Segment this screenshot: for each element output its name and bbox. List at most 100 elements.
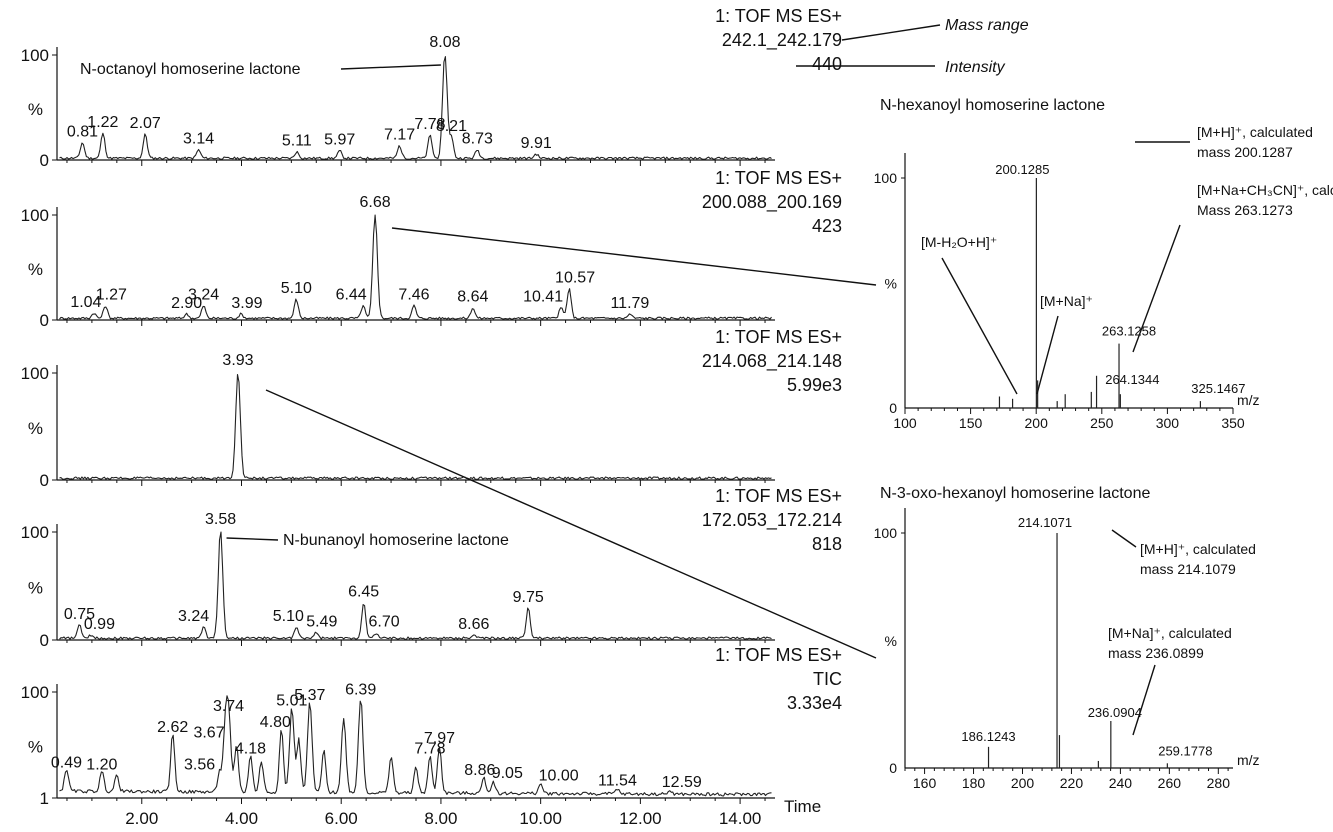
peak-label: 2.62 — [157, 719, 188, 736]
x-tick-label: 6.00 — [325, 809, 358, 828]
peak-label: 11.79 — [610, 295, 649, 312]
peak-label: 5.49 — [306, 614, 337, 631]
y-tick-label: 0 — [889, 400, 897, 416]
peak-label: 6.68 — [360, 194, 391, 211]
annotation-leader-line — [1132, 664, 1156, 736]
y-tick-label: 0 — [40, 471, 49, 490]
peak-label: 325.1467 — [1191, 381, 1245, 396]
peak-label: 5.37 — [294, 687, 325, 704]
peak-label: 6.39 — [345, 682, 376, 699]
x-tick-label: 12.00 — [619, 809, 662, 828]
peak-label: 8.86 — [464, 762, 495, 779]
y-tick-label: 100 — [21, 364, 49, 383]
peak-label: 1.22 — [87, 114, 118, 131]
peak-label: 3.58 — [205, 511, 236, 528]
y-tick-label: 1 — [40, 789, 49, 808]
y-tick-label: % — [28, 100, 43, 119]
panel-header-line: 1: TOF MS ES+ — [715, 486, 842, 506]
peak-label: 9.05 — [492, 765, 523, 782]
y-tick-label: % — [28, 737, 43, 756]
x-tick-label: 240 — [1109, 775, 1133, 791]
ion-annotation: [M+Na]⁺ — [1040, 293, 1093, 309]
x-tick-label: 260 — [1158, 775, 1182, 791]
legend-leader-line — [841, 24, 941, 41]
annotation-leader-line — [1111, 529, 1137, 548]
peak-label: 5.11 — [282, 133, 312, 150]
y-tick-label: 100 — [21, 683, 49, 702]
panel-header-line: 214.068_214.148 — [702, 351, 842, 372]
ion-annotation: mass 214.1079 — [1140, 561, 1236, 577]
peak-label: 9.91 — [521, 135, 552, 152]
annotation-leader-line — [1036, 315, 1059, 395]
peak-label: 10.41 — [523, 289, 563, 306]
peak-label: 8.64 — [457, 289, 488, 306]
chromatogram-trace — [59, 214, 772, 320]
ion-annotation: [M+Na]⁺, calculated — [1108, 625, 1232, 641]
peak-label: 6.44 — [336, 286, 367, 303]
peak-label: 0.75 — [64, 606, 95, 623]
x-tick-label: 160 — [913, 775, 937, 791]
peak-label: 11.54 — [598, 773, 637, 790]
peak-label: 6.70 — [369, 614, 400, 631]
peak-label: 5.10 — [281, 280, 312, 297]
ion-annotation: [M+Na+CH₃CN]⁺, calculated — [1197, 182, 1333, 198]
peak-label: 2.07 — [130, 115, 161, 132]
panel-header-line: 818 — [812, 534, 842, 554]
peak-label: 259.1778 — [1158, 743, 1212, 758]
peak-label: 9.75 — [513, 589, 544, 606]
peak-label: 12.59 — [662, 774, 702, 791]
peak-label: 4.18 — [235, 741, 266, 758]
peak-label: 8.21 — [436, 118, 467, 135]
x-tick-label: 200 — [1025, 415, 1049, 431]
peak-label: 10.00 — [539, 767, 579, 784]
y-tick-label: 0 — [40, 151, 49, 170]
annotation-leader-line — [340, 64, 441, 70]
panel-header-line: 172.053_172.214 — [702, 510, 842, 531]
x-tick-label: 220 — [1060, 775, 1084, 791]
peak-label: 8.66 — [458, 616, 489, 633]
peak-label: 3.14 — [183, 131, 214, 148]
peak-label: 1.27 — [96, 286, 127, 303]
y-tick-label: % — [28, 260, 43, 279]
panel-header-line: 200.088_200.169 — [702, 192, 842, 213]
peak-label: 5.97 — [324, 132, 355, 149]
x-tick-label: 150 — [959, 415, 983, 431]
x-tick-label: 100 — [893, 415, 917, 431]
peak-label: 0.49 — [51, 755, 82, 772]
y-tick-label: % — [885, 633, 897, 649]
peak-label: 1.20 — [86, 757, 117, 774]
panel-header-line: 3.33e4 — [787, 693, 842, 713]
x-axis-title: Time — [784, 797, 821, 816]
peak-label: 3.93 — [222, 352, 253, 369]
panel-header-line: 242.1_242.179 — [722, 30, 842, 51]
panel-header-line: TIC — [813, 669, 842, 689]
ion-annotation: [M+H]⁺, calculated — [1140, 541, 1256, 557]
peak-label: 3.99 — [231, 295, 262, 312]
peak-label: 6.45 — [348, 583, 379, 600]
x-tick-label: 14.00 — [719, 809, 762, 828]
x-tick-label: 300 — [1156, 415, 1180, 431]
x-tick-label: 2.00 — [125, 809, 158, 828]
peak-label: 0.81 — [67, 123, 98, 140]
panel-header-line: 5.99e3 — [787, 375, 842, 395]
peak-label: 0.99 — [84, 616, 115, 633]
chromatogram-to-spectrum-line — [265, 389, 877, 659]
panel-header-line: 423 — [812, 216, 842, 236]
ion-annotation: Mass 263.1273 — [1197, 202, 1293, 218]
compound-annotation: N-bunanoyl homoserine lactone — [283, 532, 509, 549]
x-tick-label: 280 — [1207, 775, 1231, 791]
peak-label: 5.10 — [273, 608, 304, 625]
y-tick-label: 100 — [874, 525, 898, 541]
x-tick-label: 350 — [1221, 415, 1245, 431]
peak-label: 263.1258 — [1102, 324, 1156, 339]
peak-label: 186.1243 — [961, 729, 1015, 744]
peak-label: 3.56 — [184, 757, 215, 774]
peak-label: 10.57 — [555, 270, 595, 287]
annotation-leader-line — [1132, 224, 1181, 353]
peak-label: 200.1285 — [995, 162, 1049, 177]
ion-annotation: mass 236.0899 — [1108, 645, 1204, 661]
y-tick-label: 0 — [40, 311, 49, 330]
x-tick-label: 4.00 — [225, 809, 258, 828]
y-tick-label: 100 — [21, 206, 49, 225]
